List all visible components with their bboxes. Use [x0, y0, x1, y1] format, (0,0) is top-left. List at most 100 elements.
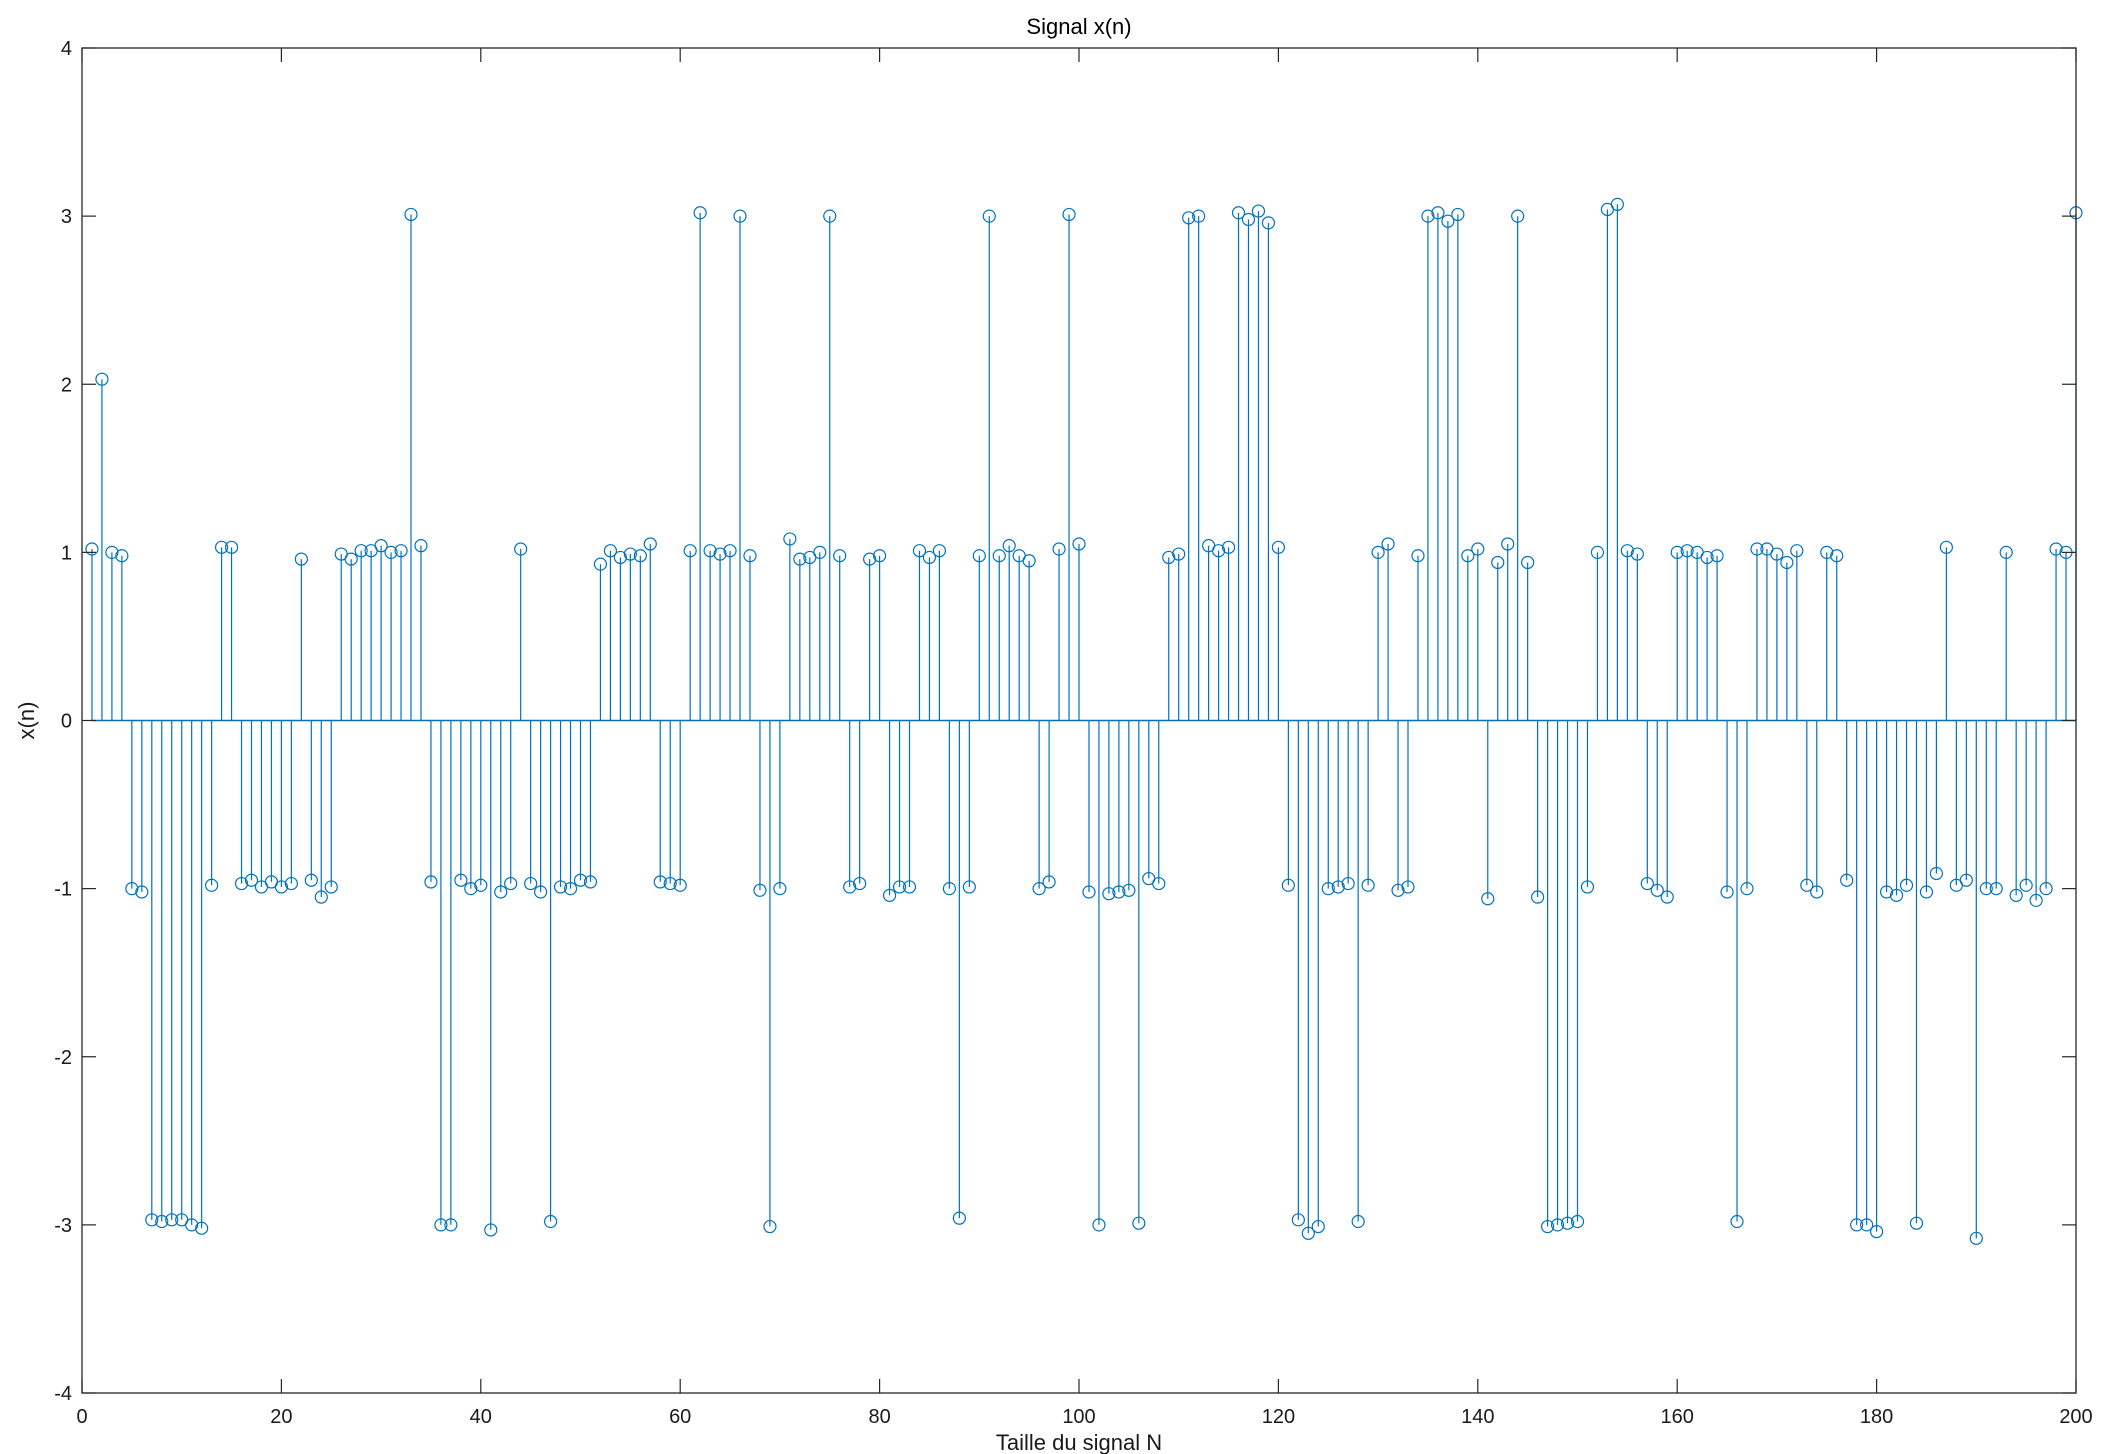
x-tick-label: 100 — [1062, 1406, 1095, 1428]
stem-marker — [1441, 214, 1455, 228]
stem-marker — [494, 885, 508, 899]
stem-marker — [244, 873, 259, 887]
stem-marker — [1630, 547, 1644, 561]
stem-marker — [1660, 890, 1674, 904]
stem-marker — [793, 552, 807, 566]
x-axis-title: Taille du signal N — [996, 1430, 1162, 1454]
stem-marker — [1092, 1218, 1106, 1232]
stem-marker — [693, 206, 707, 220]
stem-marker — [1810, 885, 1824, 899]
stem-marker — [952, 1211, 966, 1225]
stem-marker — [1879, 885, 1894, 899]
stem-marker — [1421, 209, 1435, 223]
stem-marker — [1132, 1216, 1146, 1230]
stem-marker — [1192, 209, 1206, 223]
stem-marker — [623, 547, 637, 561]
stem-marker — [434, 1218, 448, 1232]
stem-marker — [1082, 885, 1096, 899]
stem-marker — [1491, 555, 1505, 570]
stem-marker — [1820, 545, 1834, 559]
stem-marker — [1211, 544, 1226, 558]
stem-marker — [1251, 204, 1266, 218]
stem-marker — [1351, 1214, 1365, 1229]
stem-marker — [1102, 887, 1116, 901]
stem-marker — [2039, 882, 2053, 896]
stem-marker — [344, 552, 358, 566]
stem-marker — [633, 549, 647, 563]
stem-marker — [484, 1223, 498, 1237]
stem-marker — [1999, 545, 2013, 559]
stem-marker — [504, 876, 518, 891]
stem-marker — [185, 1218, 199, 1232]
stem-marker — [1780, 555, 1794, 570]
x-tick-label: 140 — [1461, 1406, 1494, 1428]
x-tick-label: 20 — [270, 1406, 292, 1428]
stem-marker — [404, 207, 418, 222]
y-tick-label: 4 — [61, 38, 72, 60]
y-tick-labels: -4 -3 -2 -1 0 1 2 3 4 — [54, 38, 72, 1405]
stem-marker — [1072, 537, 1086, 551]
stem-marker — [1740, 882, 1754, 896]
stem-marker — [1381, 537, 1395, 551]
stem-marker — [1869, 1224, 1884, 1239]
stem-marker — [1959, 873, 1973, 887]
stem-marker — [1182, 211, 1196, 225]
stem-marker — [1800, 878, 1814, 892]
stem-marker — [992, 549, 1006, 563]
stem-marker — [155, 1214, 169, 1229]
stem-marker — [1840, 873, 1854, 887]
stem-marker — [514, 542, 528, 556]
stem-marker — [1401, 880, 1415, 894]
stem-marker — [1750, 542, 1764, 556]
stem-marker — [863, 552, 877, 566]
stem-marker — [125, 882, 139, 896]
stem-marker — [543, 1214, 558, 1229]
x-tick-label: 160 — [1661, 1406, 1694, 1428]
chart-title: Signal x(n) — [1026, 14, 1131, 39]
stem-marker — [1301, 1226, 1315, 1240]
stem-marker — [733, 209, 747, 223]
stem-marker — [603, 544, 618, 558]
stem-marker — [205, 878, 219, 892]
stem-marker — [643, 537, 657, 551]
stem-marker — [314, 890, 328, 904]
stem-marker — [553, 880, 568, 894]
stem-marker — [324, 880, 338, 894]
y-tick-label: -2 — [54, 1047, 72, 1069]
x-tick-label: 180 — [1860, 1406, 1893, 1428]
stem-marker — [2049, 542, 2063, 556]
stem-marker — [394, 544, 408, 558]
stem-marker — [653, 875, 667, 889]
stem-marker — [902, 880, 917, 894]
stem-marker — [1620, 544, 1634, 558]
stem-marker — [1929, 866, 1944, 881]
stem-lines — [91, 204, 2077, 1239]
stem-marker — [872, 549, 887, 563]
y-tick-label: -1 — [54, 879, 72, 901]
stem-marker — [1451, 207, 1465, 222]
stem-marker — [1032, 882, 1046, 896]
stem-marker — [853, 876, 867, 891]
stem-marker — [1969, 1231, 1983, 1245]
stem-marker — [2009, 888, 2023, 902]
y-tick-label: 0 — [61, 711, 72, 733]
stem-marker — [85, 542, 99, 556]
stem-marker — [1521, 555, 1535, 570]
stem-marker — [1860, 1218, 1874, 1232]
stem-marker — [1341, 876, 1355, 891]
x-tick-label: 80 — [868, 1406, 890, 1428]
x-tick-label: 120 — [1262, 1406, 1295, 1428]
stem-marker — [474, 878, 488, 892]
stem-marker — [1560, 1216, 1575, 1230]
stem-marker — [534, 885, 548, 899]
stem-marker — [274, 880, 288, 894]
stem-marker — [1231, 206, 1246, 220]
stem-marker — [1271, 540, 1286, 554]
x-tick-label: 0 — [76, 1406, 87, 1428]
stem-marker — [165, 1213, 179, 1227]
stem-marker — [1670, 545, 1684, 559]
x-tick-label: 40 — [470, 1406, 492, 1428]
stem-marker — [683, 544, 697, 558]
stem-marker — [444, 1218, 458, 1232]
